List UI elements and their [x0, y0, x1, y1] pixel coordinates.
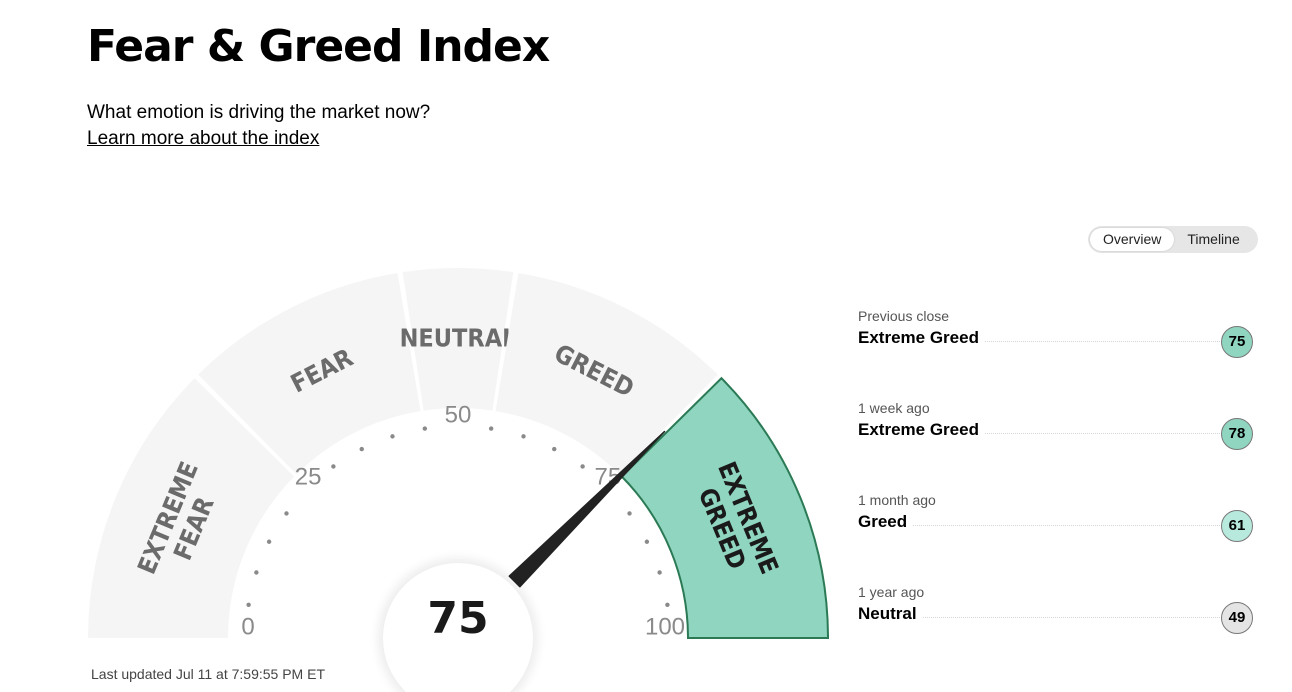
- gauge-tick-dot: [552, 446, 557, 452]
- learn-more-link[interactable]: Learn more about the index: [87, 128, 320, 149]
- gauge-tick-dot: [390, 434, 395, 439]
- history-divider: [858, 525, 1224, 526]
- gauge-segment-neutral: [402, 268, 514, 411]
- page-subtitle: What emotion is driving the market now?: [87, 102, 431, 123]
- gauge-scale-label: 100: [645, 614, 685, 641]
- gauge-tick-dot: [331, 464, 336, 469]
- fear-greed-gauge: EXTREMEFEARFEARNEUTRALGREEDEXTREMEGREED …: [88, 268, 830, 692]
- history-item: 1 month ago Greed 61: [858, 490, 1258, 582]
- timeline-tab[interactable]: Timeline: [1187, 231, 1240, 247]
- gauge-tick-dot: [284, 511, 289, 516]
- history-score-badge: 75: [1221, 326, 1253, 358]
- gauge-tick-dot: [246, 602, 251, 608]
- gauge-tick-dot: [422, 426, 428, 431]
- gauge-tick-dot: [627, 511, 632, 516]
- gauge-tick-dot: [580, 464, 585, 469]
- history-rating: Extreme Greed: [858, 328, 985, 348]
- gauge-scale-label: 25: [295, 464, 322, 491]
- view-toggle: Overview Timeline: [1088, 226, 1258, 253]
- gauge-segment-extreme-fear: [88, 378, 295, 638]
- history-divider: [858, 617, 1224, 618]
- history-score-badge: 61: [1221, 510, 1253, 542]
- gauge-tick-dot: [521, 434, 526, 439]
- history-item: 1 year ago Neutral 49: [858, 582, 1258, 674]
- gauge-segment-label: NEUTRAL: [400, 324, 517, 353]
- gauge-tick-dot: [359, 446, 364, 452]
- gauge-scale-label: 0: [241, 614, 254, 641]
- history-rating: Greed: [858, 512, 914, 532]
- page-title: Fear & Greed Index: [87, 21, 550, 72]
- history-period: Previous close: [858, 308, 950, 324]
- gauge-segment-greed: [495, 272, 718, 475]
- history-score-badge: 49: [1221, 602, 1253, 634]
- overview-tab[interactable]: Overview: [1090, 228, 1175, 251]
- history-rating: Neutral: [858, 604, 923, 624]
- gauge-tick-dot: [665, 602, 670, 608]
- gauge-segment-fear: [198, 272, 421, 475]
- gauge-tick-dot: [657, 570, 662, 575]
- gauge-value: 75: [427, 593, 488, 644]
- last-updated: Last updated Jul 11 at 7:59:55 PM ET: [91, 666, 326, 682]
- history-period: 1 year ago: [858, 584, 925, 600]
- gauge-hub: [383, 563, 533, 692]
- gauge-tick-dot: [644, 539, 650, 544]
- gauge-tick-dot: [254, 570, 259, 575]
- history-item: Previous close Extreme Greed 75: [858, 306, 1258, 398]
- history-item: 1 week ago Extreme Greed 78: [858, 398, 1258, 490]
- history-period: 1 week ago: [858, 400, 930, 416]
- gauge-tick-dot: [266, 539, 272, 544]
- history-rating: Extreme Greed: [858, 420, 985, 440]
- gauge-needle: [508, 430, 666, 588]
- history-divider: [858, 433, 1224, 434]
- history-divider: [858, 341, 1224, 342]
- history-list: Previous close Extreme Greed 75 1 week ago E…: [858, 306, 1258, 674]
- gauge-segment-extreme-greed: [620, 376, 830, 639]
- history-period: 1 month ago: [858, 492, 936, 508]
- gauge-tick-dot: [488, 426, 494, 431]
- gauge-scale-label: 50: [445, 402, 472, 429]
- history-score-badge: 78: [1221, 418, 1253, 450]
